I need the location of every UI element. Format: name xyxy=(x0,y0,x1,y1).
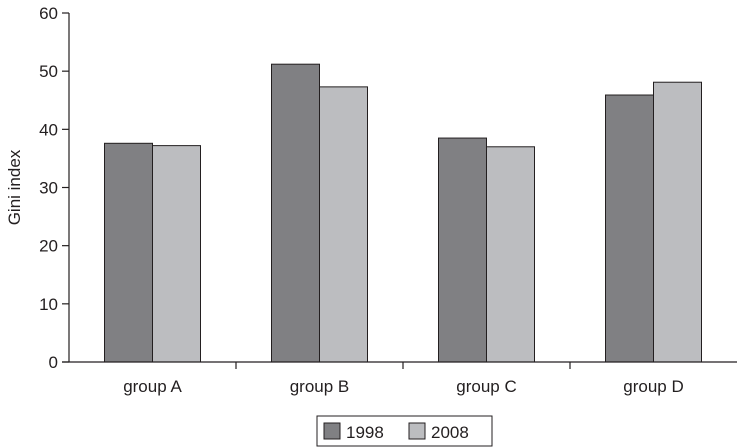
bars-layer xyxy=(104,63,702,363)
y-tick-label: 30 xyxy=(39,179,58,198)
legend-swatch-1998 xyxy=(323,422,341,440)
bar-2008-group-A xyxy=(152,145,201,363)
bar-2008-group-C xyxy=(486,146,535,363)
y-tick-label: 20 xyxy=(39,237,58,256)
y-tick-label: 10 xyxy=(39,295,58,314)
x-tick-label: group D xyxy=(623,377,683,396)
legend-box xyxy=(316,415,493,447)
x-tick-label: group A xyxy=(123,377,182,396)
legend-label-1998: 1998 xyxy=(346,423,384,442)
bar-2008-group-B xyxy=(319,86,368,363)
legend: 1998 2008 xyxy=(316,415,493,447)
x-tick-label: group B xyxy=(290,377,350,396)
legend-label-2008: 2008 xyxy=(431,423,469,442)
bar-1998-group-D xyxy=(605,94,654,363)
legend-swatch-2008 xyxy=(408,422,426,440)
y-tick-label: 0 xyxy=(49,353,58,372)
x-tick-label: group C xyxy=(456,377,516,396)
bar-1998-group-A xyxy=(104,142,153,363)
y-tick-label: 60 xyxy=(39,4,58,23)
bar-1998-group-C xyxy=(438,137,487,363)
y-axis-title: Gini index xyxy=(5,149,24,225)
y-axis-ticks: 0 10 20 30 40 50 60 xyxy=(39,4,69,372)
y-tick-label: 40 xyxy=(39,120,58,139)
bar-1998-group-B xyxy=(271,63,320,363)
x-axis-ticks: group A group B group C group D xyxy=(123,362,684,396)
y-tick-label: 50 xyxy=(39,62,58,81)
bar-2008-group-D xyxy=(653,81,702,363)
